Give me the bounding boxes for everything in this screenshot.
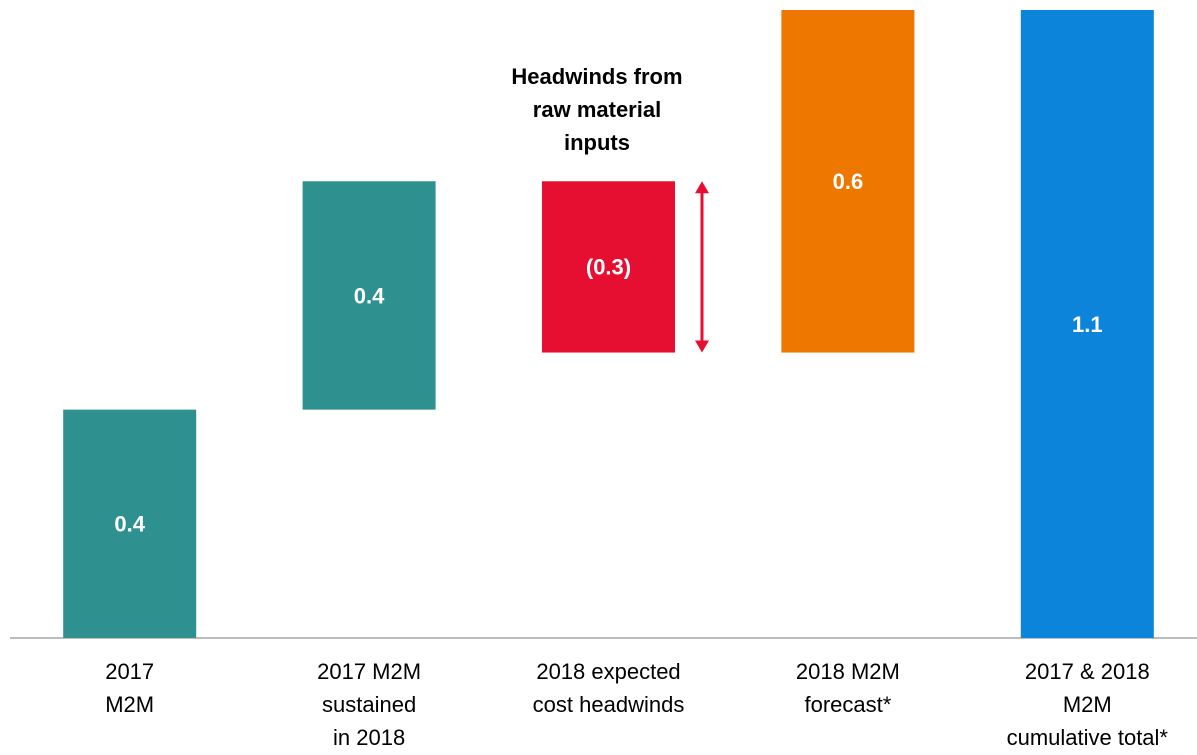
value-label: 0.6 [833,169,864,194]
annotation: Headwinds from raw material inputs [511,64,683,155]
x-tick-label: 2018 expected cost headwinds [532,659,685,717]
value-label: (0.3) [586,255,631,280]
x-tick-label: 2017 & 2018 M2M cumulative total* [1006,659,1168,750]
value-label: 0.4 [354,283,385,308]
x-tick-label: 2017 M2M sustained in 2018 [317,659,422,750]
bar [781,10,915,353]
value-label: 1.1 [1072,312,1103,337]
bar [542,181,675,353]
value-label: 0.4 [114,512,145,537]
x-tick-label: 2017 M2M [105,659,155,717]
bar [63,409,197,638]
bar [1020,10,1154,638]
bar [302,181,436,410]
x-tick-label: 2018 M2M forecast* [795,659,900,717]
arrow-head [695,181,709,194]
arrow-head [695,340,709,353]
